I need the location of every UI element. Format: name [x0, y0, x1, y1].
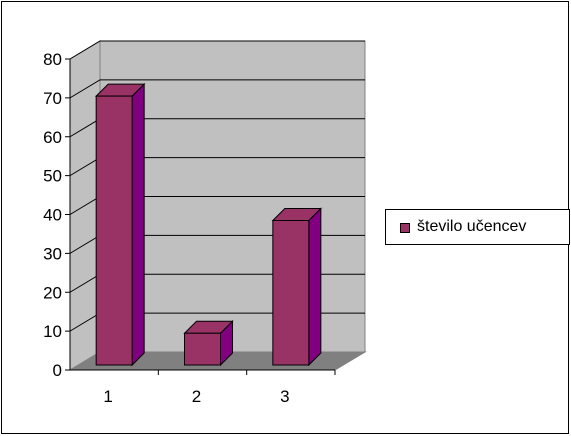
- bar: [95, 95, 133, 366]
- y-tick-label: 20: [43, 283, 62, 302]
- bar: [184, 332, 221, 366]
- gridline: [69, 79, 365, 99]
- y-tick-label: 0: [53, 361, 62, 380]
- y-tick-label: 30: [43, 244, 62, 263]
- x-tick-label: 3: [280, 387, 289, 406]
- legend-label: število učencev: [417, 218, 527, 235]
- bar-side: [308, 207, 322, 367]
- y-tick-label: 80: [43, 50, 62, 69]
- gridline: [69, 40, 365, 60]
- y-tick-label: 10: [43, 322, 62, 341]
- legend-swatch: [400, 223, 410, 233]
- y-tick-label: 70: [43, 89, 62, 108]
- y-tick-label: 60: [43, 128, 62, 147]
- legend: število učencev: [385, 209, 570, 245]
- bar-side: [131, 82, 145, 367]
- x-tick-label: 1: [103, 387, 112, 406]
- x-tick-label: 2: [192, 387, 201, 406]
- y-tick-label: 40: [43, 206, 62, 225]
- bar: [272, 220, 310, 366]
- y-tick-label: 50: [43, 167, 62, 186]
